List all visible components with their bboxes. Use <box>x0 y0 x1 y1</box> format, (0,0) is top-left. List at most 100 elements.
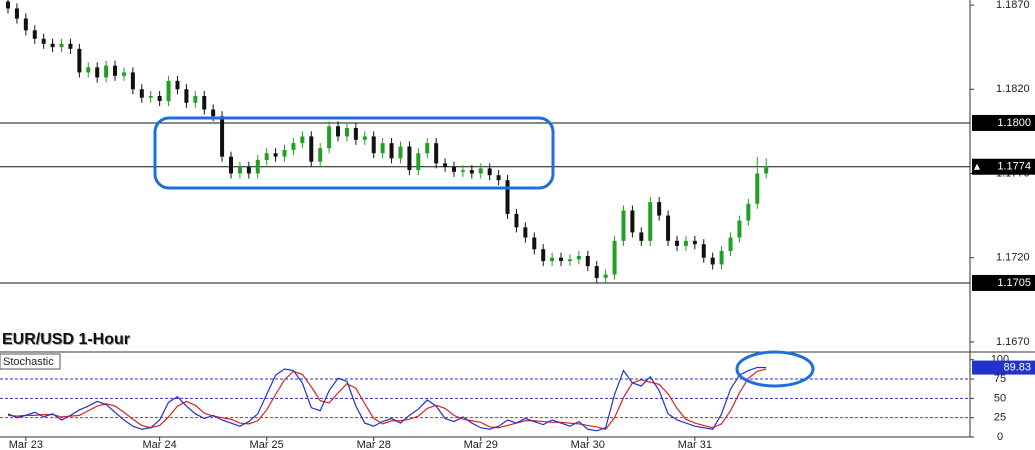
x-tick-label: Mar 30 <box>571 439 605 450</box>
x-tick-label: Mar 24 <box>143 439 177 450</box>
candle-body <box>755 173 760 204</box>
y-tick-label: 75 <box>994 373 1006 385</box>
candle-body <box>184 89 189 103</box>
candle-body <box>95 67 100 78</box>
candle-body <box>666 215 671 241</box>
candle-body <box>657 202 662 216</box>
candle-body <box>166 80 171 102</box>
candle-body <box>23 18 28 31</box>
candle-body <box>443 163 448 167</box>
candle-body <box>353 128 358 140</box>
candle-body <box>229 156 233 174</box>
candle-body <box>398 146 403 159</box>
candle-body <box>460 170 465 172</box>
candle-body <box>514 213 519 228</box>
value-label-box <box>972 360 1035 375</box>
candle-body <box>14 8 19 19</box>
candle-body <box>541 249 546 262</box>
candles <box>6 0 769 283</box>
candle-body <box>273 153 278 157</box>
candle-body <box>264 153 269 160</box>
candle-body <box>567 259 572 262</box>
candle-body <box>41 38 46 44</box>
candle-body <box>175 80 180 90</box>
stochastic-line <box>7 366 767 432</box>
candle-body <box>478 168 483 174</box>
x-tick-label: Mar 25 <box>250 439 284 450</box>
candle-body <box>389 143 394 159</box>
level-label-box <box>972 158 1035 175</box>
candle-body <box>255 160 260 174</box>
candle-body <box>692 240 697 245</box>
candle-body <box>344 128 349 137</box>
level-label: 1.1774 <box>997 161 1031 173</box>
candle-body <box>59 43 64 48</box>
candle-body <box>719 250 724 265</box>
candle-body <box>585 256 590 267</box>
candle-body <box>764 166 769 174</box>
candle-body <box>559 257 564 262</box>
candle-body <box>318 148 323 162</box>
stochastic-line <box>7 368 767 430</box>
candle-body <box>675 240 679 246</box>
x-tick-label: Mar 29 <box>464 439 498 450</box>
candle-body <box>291 143 296 150</box>
candle-body <box>371 136 376 154</box>
candle-body <box>701 244 706 258</box>
y-tick-label: 0 <box>997 431 1003 443</box>
indicator-label-box <box>0 353 61 370</box>
candle-body <box>407 146 412 171</box>
candle-body <box>327 126 332 149</box>
candle-body <box>148 96 153 98</box>
candle-body <box>104 65 109 78</box>
levels <box>0 122 970 284</box>
level-label-box <box>972 274 1035 291</box>
candle-body <box>434 143 439 164</box>
candle-body <box>630 210 635 233</box>
candle-body <box>452 166 456 172</box>
level-label: 1.1705 <box>997 277 1031 289</box>
candle-body <box>336 126 341 137</box>
candle-body <box>282 149 287 157</box>
candle-body <box>202 96 207 110</box>
candle-body <box>737 220 742 238</box>
candle-body <box>487 168 492 176</box>
price-marker <box>974 163 980 170</box>
candle-body <box>710 257 715 265</box>
y-tick-label: 1.1670 <box>996 336 1030 348</box>
candle-body <box>505 180 510 214</box>
range-annotation <box>153 116 555 190</box>
candle-body <box>380 143 385 154</box>
y-tick-label: 50 <box>994 392 1006 404</box>
candle-body <box>77 48 82 73</box>
axis: 1.18701.18201.17701.17201.16701.18001.17… <box>9 0 1035 450</box>
candle-body <box>193 96 198 103</box>
stochastic <box>0 366 970 432</box>
candle-body <box>309 136 314 162</box>
candle-body <box>32 30 37 39</box>
y-tick-label: 1.1720 <box>996 252 1030 264</box>
candle-body <box>550 257 555 262</box>
y-tick-label: 25 <box>994 412 1006 424</box>
chart-title-shadow: EUR/USD 1-Hour <box>3 332 131 349</box>
value-label: 89.83 <box>1003 361 1031 373</box>
candle-body <box>416 153 421 171</box>
x-tick-label: Mar 28 <box>357 439 391 450</box>
candle-body <box>362 136 367 140</box>
candle-body <box>86 67 91 73</box>
candle-body <box>237 166 242 174</box>
level-label: 1.1800 <box>997 117 1031 129</box>
candle-body <box>300 136 305 144</box>
candle-body <box>523 227 528 238</box>
candle-body <box>603 274 608 278</box>
x-tick-label: Mar 31 <box>678 439 712 450</box>
candle-body <box>157 96 162 102</box>
level-label-box <box>972 114 1035 131</box>
candle-body <box>532 237 537 250</box>
candle-body <box>683 240 688 246</box>
candle-body <box>425 143 430 154</box>
candle-body <box>246 166 251 174</box>
candle-body <box>594 266 599 278</box>
candle-body <box>113 65 118 76</box>
